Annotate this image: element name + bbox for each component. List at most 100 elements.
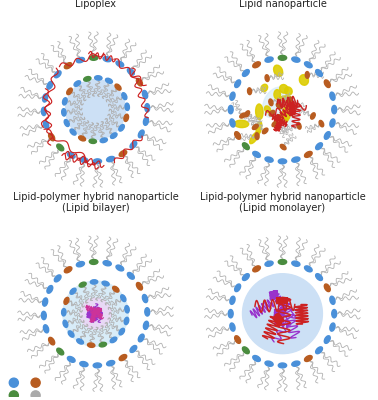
Ellipse shape — [87, 343, 95, 347]
Ellipse shape — [292, 57, 300, 62]
Ellipse shape — [330, 119, 335, 127]
Ellipse shape — [330, 323, 335, 331]
Ellipse shape — [305, 356, 312, 362]
Ellipse shape — [64, 63, 72, 69]
Ellipse shape — [242, 143, 249, 150]
Ellipse shape — [80, 158, 88, 162]
Ellipse shape — [115, 84, 121, 90]
Ellipse shape — [119, 328, 124, 335]
Ellipse shape — [253, 266, 260, 272]
Ellipse shape — [265, 361, 273, 366]
Circle shape — [65, 80, 125, 140]
Ellipse shape — [116, 265, 124, 271]
Ellipse shape — [110, 337, 117, 343]
Ellipse shape — [292, 361, 300, 366]
Ellipse shape — [235, 284, 241, 292]
Ellipse shape — [47, 286, 53, 293]
Ellipse shape — [332, 310, 337, 318]
Ellipse shape — [121, 295, 126, 302]
Ellipse shape — [269, 110, 274, 116]
Ellipse shape — [265, 57, 273, 62]
Ellipse shape — [269, 99, 273, 106]
Ellipse shape — [41, 107, 46, 116]
Ellipse shape — [127, 68, 134, 75]
Ellipse shape — [77, 339, 84, 344]
Title: Lipoplex: Lipoplex — [75, 0, 116, 9]
Ellipse shape — [242, 347, 249, 354]
Ellipse shape — [70, 288, 76, 294]
Ellipse shape — [90, 260, 98, 264]
Title: Lipid-polymer hybrid nanoparticle
(Lipid monolayer): Lipid-polymer hybrid nanoparticle (Lipid… — [200, 192, 365, 214]
Ellipse shape — [275, 115, 281, 120]
Ellipse shape — [230, 296, 235, 304]
Ellipse shape — [90, 56, 98, 60]
Ellipse shape — [278, 55, 287, 60]
Ellipse shape — [143, 321, 149, 330]
Ellipse shape — [324, 80, 330, 88]
Ellipse shape — [113, 286, 119, 292]
Ellipse shape — [255, 133, 259, 140]
Ellipse shape — [311, 113, 315, 119]
Ellipse shape — [79, 136, 85, 141]
Ellipse shape — [43, 325, 49, 333]
Ellipse shape — [130, 346, 137, 352]
Ellipse shape — [145, 104, 150, 112]
Ellipse shape — [330, 296, 335, 304]
Ellipse shape — [240, 113, 246, 118]
Ellipse shape — [76, 262, 84, 267]
Ellipse shape — [57, 144, 64, 151]
Ellipse shape — [263, 87, 288, 118]
Ellipse shape — [256, 121, 262, 134]
Ellipse shape — [274, 65, 283, 76]
Ellipse shape — [235, 336, 241, 343]
Ellipse shape — [265, 157, 273, 162]
Ellipse shape — [332, 106, 337, 114]
Ellipse shape — [305, 266, 312, 272]
Ellipse shape — [278, 159, 287, 164]
Ellipse shape — [43, 121, 49, 129]
Ellipse shape — [105, 78, 112, 83]
Ellipse shape — [107, 360, 115, 366]
Circle shape — [31, 391, 40, 400]
Ellipse shape — [79, 282, 86, 287]
Ellipse shape — [43, 298, 48, 306]
Ellipse shape — [62, 98, 67, 105]
Ellipse shape — [116, 61, 124, 67]
Ellipse shape — [67, 88, 72, 95]
Ellipse shape — [143, 90, 148, 98]
Ellipse shape — [80, 362, 88, 367]
Ellipse shape — [245, 111, 249, 117]
Ellipse shape — [122, 93, 127, 100]
Ellipse shape — [253, 62, 260, 68]
Ellipse shape — [136, 78, 143, 86]
Ellipse shape — [299, 75, 308, 85]
Ellipse shape — [103, 261, 111, 266]
Ellipse shape — [138, 130, 144, 138]
Ellipse shape — [253, 152, 260, 157]
Ellipse shape — [64, 297, 69, 304]
Ellipse shape — [261, 84, 268, 92]
Ellipse shape — [330, 92, 335, 100]
Ellipse shape — [265, 261, 273, 266]
Ellipse shape — [278, 260, 287, 264]
Ellipse shape — [230, 323, 235, 331]
Ellipse shape — [76, 58, 84, 63]
Ellipse shape — [274, 90, 280, 99]
Ellipse shape — [100, 138, 107, 143]
Ellipse shape — [125, 103, 129, 110]
Ellipse shape — [280, 99, 300, 127]
Ellipse shape — [145, 308, 150, 316]
Ellipse shape — [235, 132, 241, 139]
Ellipse shape — [292, 157, 300, 162]
Ellipse shape — [228, 310, 233, 318]
Ellipse shape — [93, 159, 102, 164]
Ellipse shape — [276, 114, 288, 122]
Ellipse shape — [130, 142, 137, 148]
Ellipse shape — [136, 282, 143, 290]
Ellipse shape — [49, 133, 55, 141]
Ellipse shape — [110, 133, 117, 138]
Ellipse shape — [316, 70, 322, 76]
Circle shape — [9, 391, 19, 400]
Ellipse shape — [228, 106, 233, 114]
Ellipse shape — [47, 82, 53, 89]
